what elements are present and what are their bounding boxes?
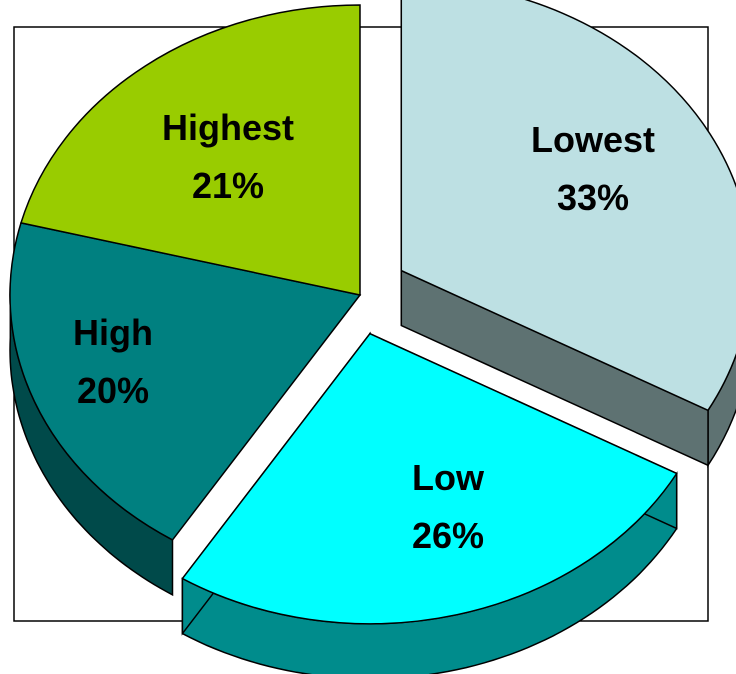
slice-lowest: [400, 0, 736, 412]
pie-slices: [9, 0, 736, 674]
slice-label-high: High: [73, 312, 153, 353]
slice-percent-low: 26%: [412, 515, 484, 556]
slice-high: [9, 222, 362, 541]
slice-label-lowest: Lowest: [531, 119, 655, 160]
pie-labels: Lowest 33% Low 26% High 20% Highest 21%: [73, 107, 655, 556]
slice-label-low: Low: [412, 457, 485, 498]
slice-percent-highest: 21%: [192, 165, 264, 206]
slice-percent-high: 20%: [77, 370, 149, 411]
slice-percent-lowest: 33%: [557, 177, 629, 218]
slice-label-highest: Highest: [162, 107, 294, 148]
slice-low: [181, 332, 678, 625]
slice-highest: [20, 4, 361, 296]
